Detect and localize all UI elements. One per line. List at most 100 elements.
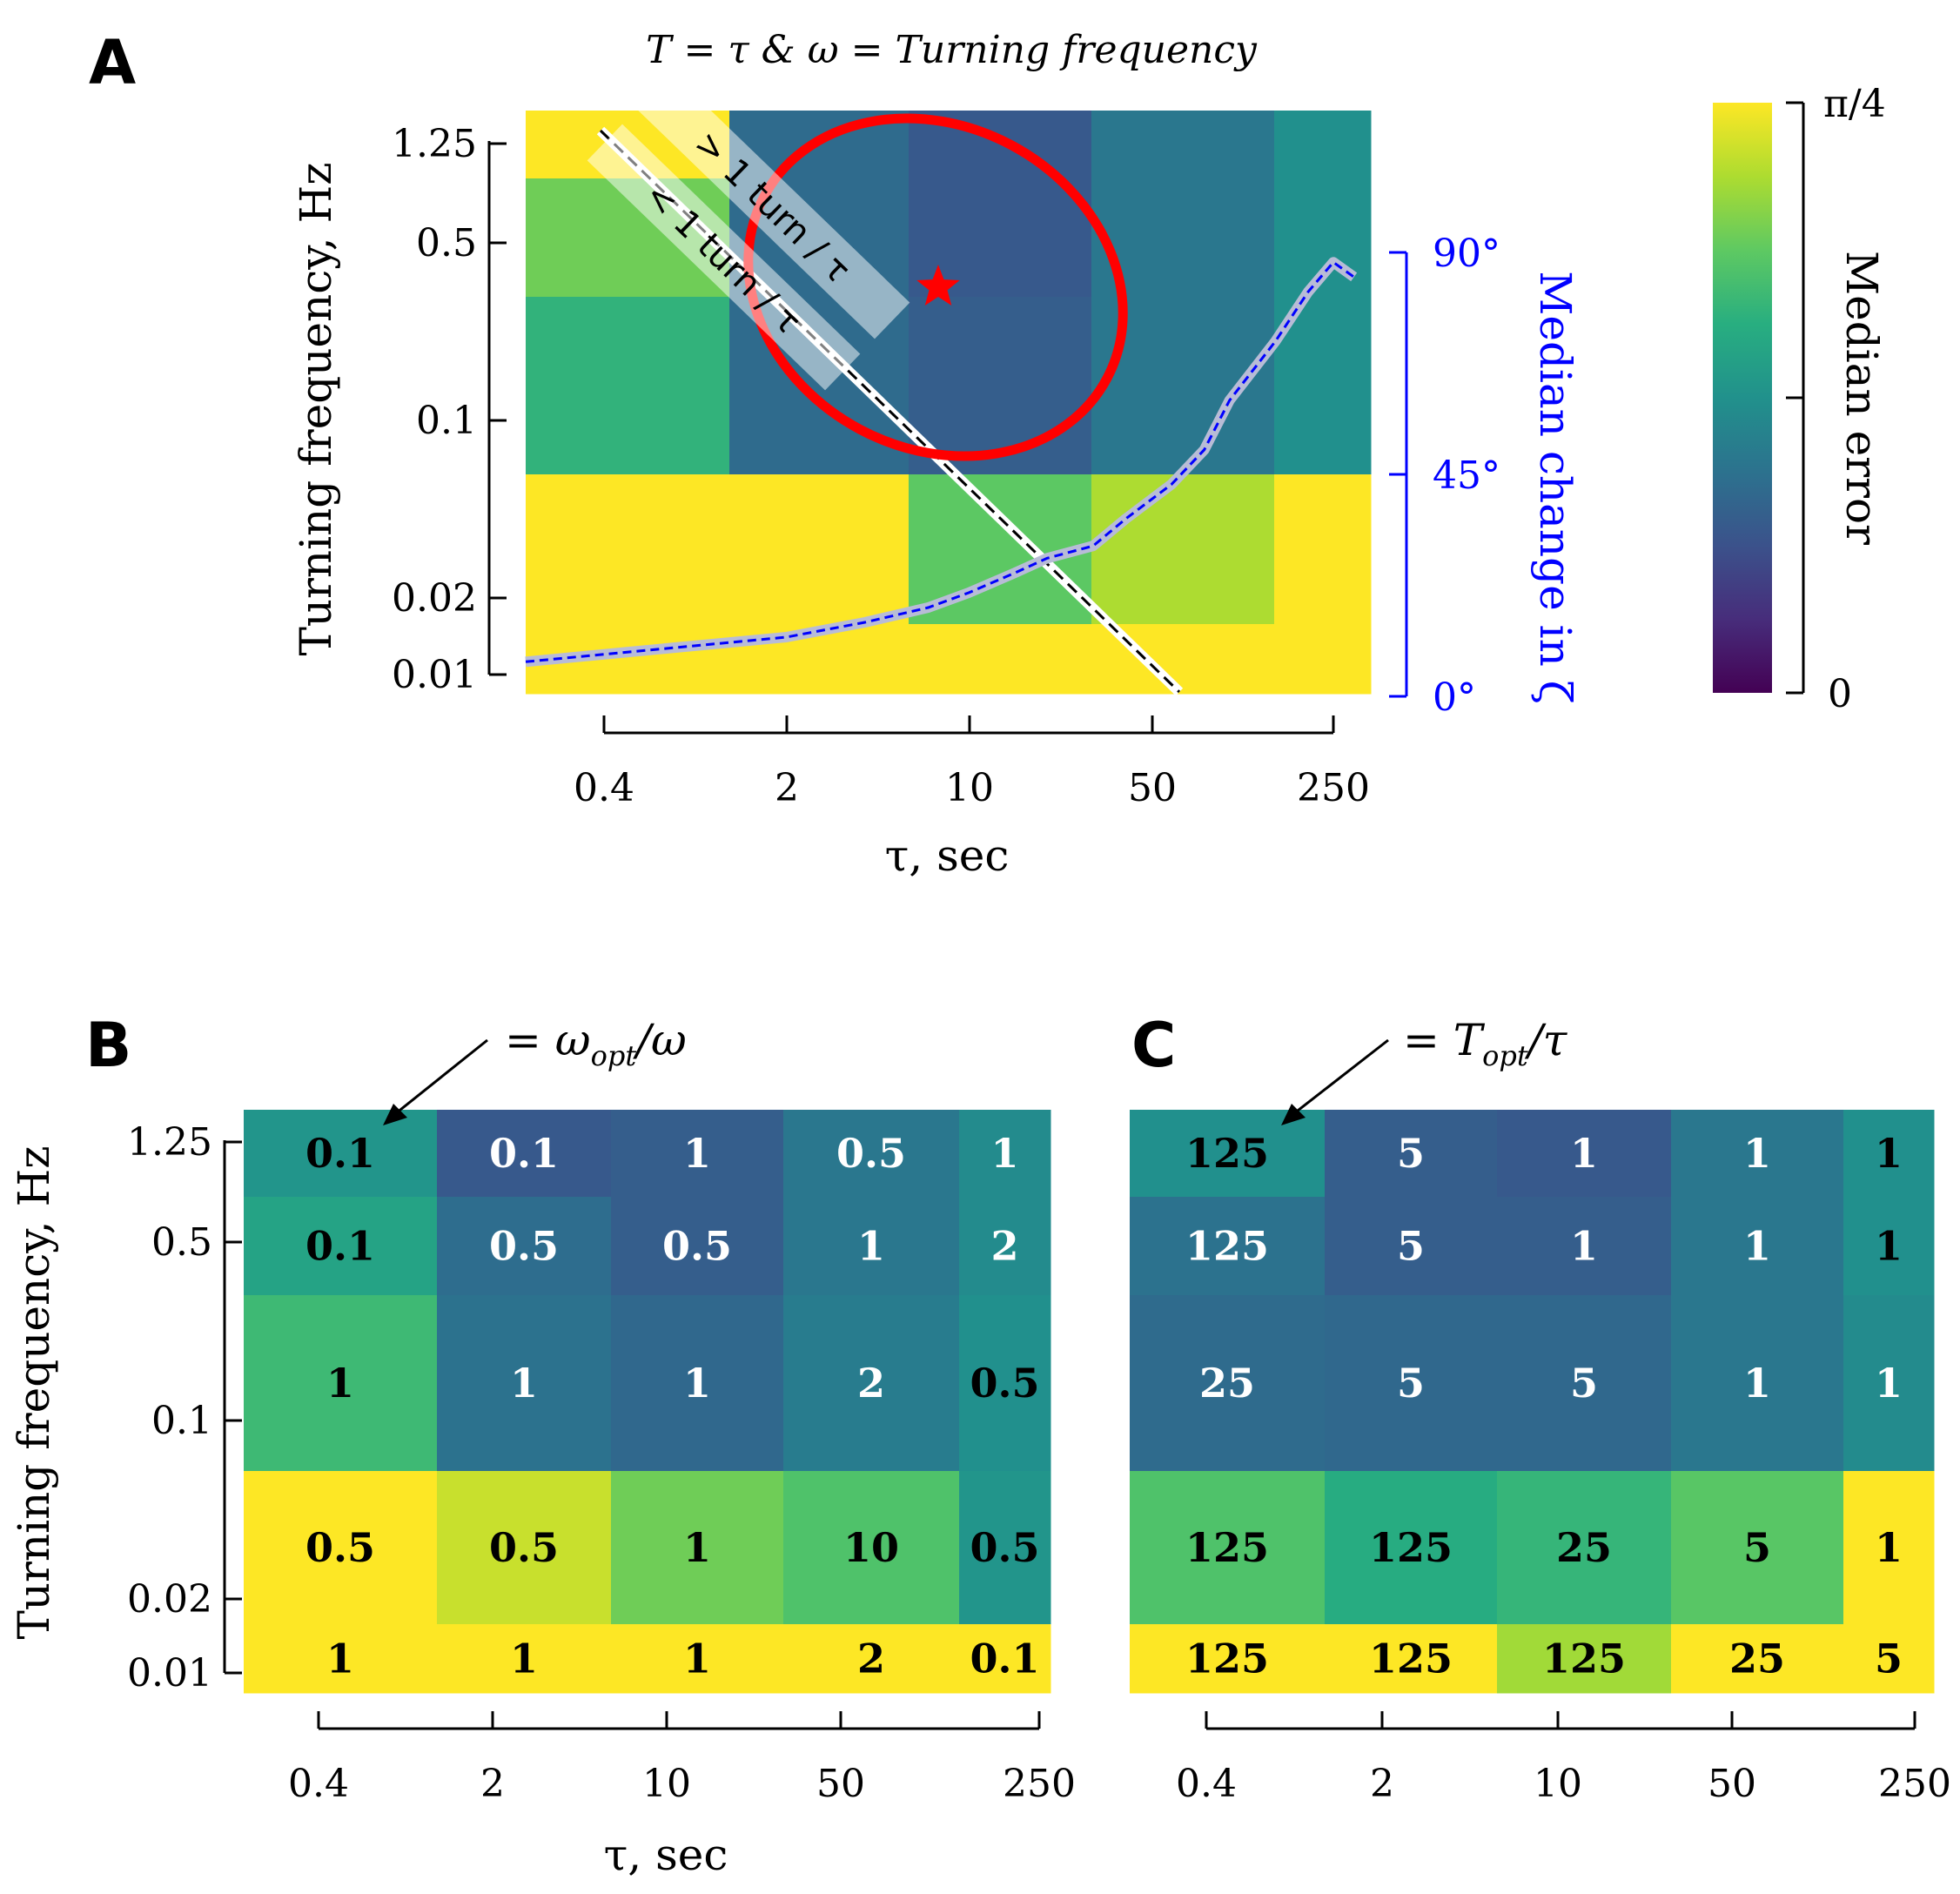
panel-b-cell-label: 1: [510, 1360, 538, 1407]
panel-c-annotation-arrow: [1281, 1038, 1389, 1125]
panel-b-ylabel: Turning frequency, Hz: [9, 1145, 59, 1639]
panel-b-cell: [611, 1110, 784, 1198]
panel-c-x-axis: 0.4 2 10 50 250: [1176, 1711, 1951, 1806]
panel-c-xtick-label: 50: [1708, 1762, 1756, 1806]
panel-b-cell-label: 1: [510, 1635, 538, 1682]
panel-c-cell: [1130, 1471, 1326, 1625]
panel-c-cell-label: 125: [1369, 1635, 1453, 1682]
panel-a-cell: [909, 297, 1092, 475]
panel-b-cell: [959, 1110, 1051, 1198]
panel-c-cell-label: 1: [1743, 1360, 1771, 1407]
panel-c-cell: [1325, 1110, 1498, 1198]
panel-c-annotation-tail: /τ: [1525, 1015, 1568, 1065]
panel-a-right-axis: [1389, 251, 1408, 698]
panel-c-cell: [1497, 1110, 1672, 1198]
panel-b-cell-label: 2: [857, 1360, 885, 1407]
panel-b-cell: [959, 1471, 1051, 1625]
panel-c-cell-label: 125: [1185, 1130, 1269, 1177]
panel-b-cell-label: 0.5: [970, 1524, 1039, 1571]
panel-a-annot-below-box: [587, 124, 861, 391]
panel-a-ytick-label: 0.5: [416, 221, 477, 265]
panel-c-cell: [1843, 1197, 1935, 1296]
panel-b-cell: [244, 1197, 438, 1296]
panel-b-annotation: = ωopt/ω: [505, 1015, 687, 1072]
panel-c-xtick-label: 10: [1534, 1762, 1582, 1806]
panel-b-cell-label: 0.5: [305, 1524, 375, 1571]
panel-b-heatmap: 0.1 0.1 1 0.5 1 0.1 0.5 0.5 1 2 1 1 1 2 0.5 0.5 0.5 1 10 0.…: [244, 1110, 1051, 1694]
panel-c-cell: [1497, 1624, 1672, 1694]
panel-a-ytick-label: 0.1: [416, 399, 477, 443]
panel-b-xtick-label: 0.4: [288, 1762, 349, 1806]
panel-a-right-tick-0: 0°: [1433, 675, 1476, 720]
panel-c-cell: [1325, 1471, 1498, 1625]
panel-c-annotation: = Topt/τ: [1403, 1015, 1568, 1072]
panel-c-cell: [1130, 1110, 1326, 1198]
panel-b-annotation-arrow: [383, 1038, 488, 1125]
panel-a-ytick-label: 0.02: [392, 576, 477, 621]
panel-b-cell-label: 0.5: [662, 1223, 732, 1270]
panel-b-cell: [959, 1295, 1051, 1472]
panel-a-cell: [526, 474, 730, 625]
panel-c-cell-label: 1: [1743, 1223, 1771, 1270]
colorbar-bottom-tick: 0: [1828, 672, 1852, 716]
panel-c-cell-label: 5: [1397, 1223, 1425, 1270]
panel-c-cell-label: 5: [1397, 1360, 1425, 1407]
panel-a-cell: [1091, 111, 1275, 179]
panel-b-cell-label: 10: [843, 1524, 899, 1571]
panel-b-cell: [611, 1624, 784, 1694]
panel-b-cell: [244, 1624, 438, 1694]
panel-c-cell: [1843, 1471, 1935, 1625]
panel-a-cell: [1274, 624, 1372, 695]
panel-c-cell-label: 25: [1729, 1635, 1785, 1682]
panel-a-annot-above-box: [636, 72, 910, 339]
panel-c-cell: [1843, 1295, 1935, 1472]
panel-a-xtick-label: 2: [775, 766, 799, 810]
panel-c-cell-label: 1: [1743, 1130, 1771, 1177]
panel-c-cell: [1325, 1295, 1498, 1472]
panel-c-cell-label: 1: [1570, 1223, 1598, 1270]
panel-c-cell: [1130, 1624, 1326, 1694]
colorbar-top-tick: π/4: [1823, 82, 1886, 126]
panel-a-optimum-star: [916, 265, 960, 306]
panel-label-b: B: [85, 1010, 131, 1081]
panel-c-annotation-sub: opt: [1482, 1039, 1528, 1072]
panel-a-cell: [1091, 474, 1275, 625]
panel-b-cell-label: 2: [857, 1635, 885, 1682]
panel-c-annotation-main: = T: [1403, 1015, 1486, 1065]
panel-b-cell: [437, 1471, 612, 1625]
panel-c-cell-label: 125: [1185, 1635, 1269, 1682]
panel-label-c: C: [1131, 1010, 1176, 1081]
panel-b-ytick-label: 0.1: [151, 1399, 212, 1443]
panel-c-xtick-label: 0.4: [1176, 1762, 1237, 1806]
panel-b-cell: [244, 1110, 438, 1198]
panel-b-cell: [437, 1110, 612, 1198]
panel-a-right-axis-label: Median change in ζ: [1530, 271, 1581, 704]
panel-a-xlabel: τ, sec: [885, 830, 1010, 881]
panel-b-cell: [611, 1471, 784, 1625]
panel-a-xtick-label: 250: [1297, 766, 1370, 810]
panel-c-cell-label: 1: [1875, 1524, 1903, 1571]
panel-c-cell: [1325, 1624, 1498, 1694]
panel-c-cell-label: 125: [1542, 1635, 1626, 1682]
panel-c-cell-label: 5: [1570, 1360, 1598, 1407]
panel-c-cell-label: 125: [1185, 1524, 1269, 1571]
panel-b-cell-label: 1: [326, 1635, 354, 1682]
panel-b-cell: [783, 1110, 960, 1198]
panel-b-cell: [611, 1295, 784, 1472]
panel-b-cell: [959, 1624, 1051, 1694]
panel-b-x-axis: 0.4 2 10 50 250: [288, 1711, 1076, 1806]
panel-c-xtick-label: 2: [1370, 1762, 1394, 1806]
panel-c-cell-label: 5: [1743, 1524, 1771, 1571]
panel-b-xtick-label: 250: [1003, 1762, 1076, 1806]
panel-label-a: A: [89, 27, 136, 98]
panel-b-cell: [244, 1471, 438, 1625]
panel-b-cell-label: 0.5: [836, 1130, 906, 1177]
panel-b-cell: [783, 1471, 960, 1625]
panel-c-xtick-label: 250: [1878, 1762, 1951, 1806]
panel-b-cell-label: 1: [990, 1130, 1018, 1177]
panel-c-cell: [1671, 1624, 1844, 1694]
panel-b-cell-label: 1: [326, 1360, 354, 1407]
panel-a-cell: [729, 474, 910, 625]
